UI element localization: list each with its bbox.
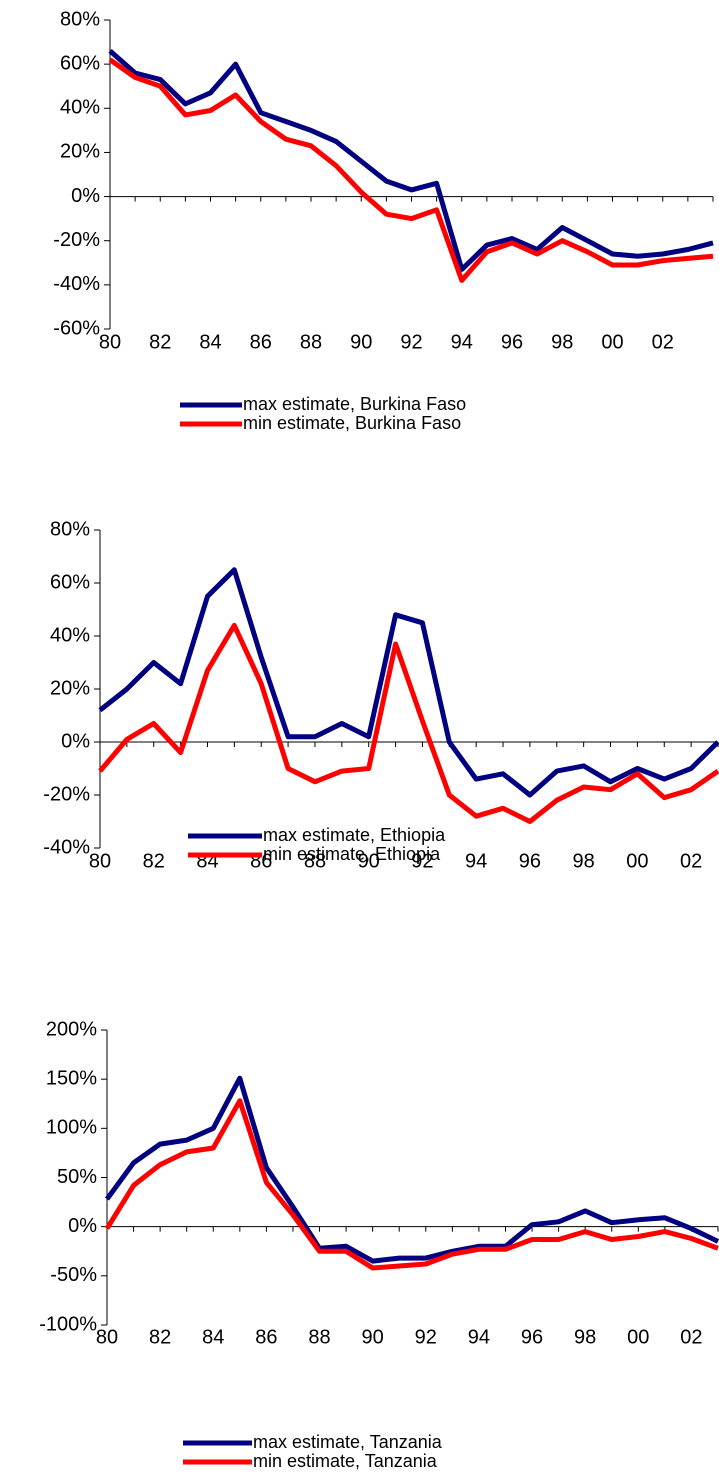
series-line	[98, 622, 719, 824]
x-tick-label: 82	[143, 850, 165, 872]
y-tick-label: -40%	[43, 836, 90, 858]
x-tick-label: 88	[304, 850, 326, 872]
y-tick-label: 0%	[61, 730, 90, 752]
legend-entry: min estimate, Burkina Faso	[180, 413, 461, 433]
y-tick-label: 40%	[50, 624, 90, 646]
x-tick-label: 80	[99, 331, 121, 353]
legend-entry: max estimate, Ethiopia	[188, 825, 446, 845]
x-tick-label: 96	[521, 1326, 543, 1348]
y-tick-label: 150%	[46, 1067, 97, 1089]
legend-entry: max estimate, Burkina Faso	[180, 394, 466, 414]
x-tick-label: 02	[680, 850, 702, 872]
y-tick-label: 60%	[50, 571, 90, 593]
x-tick-label: 02	[652, 331, 674, 353]
y-tick-label: 100%	[46, 1117, 97, 1139]
y-tick-label: -20%	[53, 229, 100, 251]
y-tick-label: -40%	[53, 273, 100, 295]
x-tick-label: 98	[574, 1326, 596, 1348]
x-tick-label: 80	[89, 850, 111, 872]
x-tick-label: 00	[627, 1326, 649, 1348]
y-tick-label: 200%	[46, 1018, 97, 1040]
x-tick-label: 88	[300, 331, 322, 353]
x-tick-label: 82	[149, 1326, 171, 1348]
legend-entry: min estimate, Ethiopia	[188, 844, 441, 864]
series-line	[104, 1075, 719, 1264]
y-tick-label: 20%	[50, 677, 90, 699]
y-tick-label: -20%	[43, 783, 90, 805]
series-line	[98, 567, 719, 798]
y-tick-label: -100%	[39, 1313, 97, 1335]
legend-label: max estimate, Ethiopia	[263, 825, 446, 845]
x-tick-label: 98	[551, 331, 573, 353]
y-tick-label: 50%	[57, 1166, 97, 1188]
series-line	[108, 57, 714, 283]
y-tick-label: 0%	[68, 1215, 97, 1237]
x-tick-label: 94	[468, 1326, 490, 1348]
x-tick-label: 84	[199, 331, 221, 353]
x-tick-label: 94	[451, 331, 473, 353]
legend-entry: min estimate, Tanzania	[183, 1451, 438, 1471]
x-tick-label: 92	[411, 850, 433, 872]
legend-label: min estimate, Tanzania	[253, 1451, 438, 1471]
x-tick-label: 90	[350, 331, 372, 353]
chart: -100% -50% 0% 50% 100% 150% 200% 80 82 84 86 88 90 92…	[39, 1018, 719, 1471]
series-line	[108, 49, 714, 272]
legend-label: min estimate, Burkina Faso	[243, 413, 461, 433]
x-tick-label: 90	[362, 1326, 384, 1348]
x-tick-label: 96	[519, 850, 541, 872]
x-tick-label: 88	[308, 1326, 330, 1348]
y-tick-label: 80%	[60, 8, 100, 30]
x-tick-label: 00	[626, 850, 648, 872]
y-tick-label: 80%	[50, 518, 90, 540]
x-tick-label: 94	[465, 850, 487, 872]
legend-entry: max estimate, Tanzania	[183, 1432, 443, 1452]
x-tick-label: 86	[250, 331, 272, 353]
y-tick-label: 60%	[60, 52, 100, 74]
x-tick-label: 86	[255, 1326, 277, 1348]
legend-label: max estimate, Tanzania	[253, 1432, 443, 1452]
x-tick-label: 92	[415, 1326, 437, 1348]
x-tick-label: 98	[573, 850, 595, 872]
x-tick-label: 00	[601, 331, 623, 353]
y-tick-label: 0%	[71, 185, 100, 207]
x-tick-label: 96	[501, 331, 523, 353]
y-tick-label: 40%	[60, 97, 100, 119]
y-tick-label: -50%	[50, 1264, 97, 1286]
series-line	[104, 1098, 719, 1271]
chart: -40%-20%0%20%40%60%80%80 82 84 86 88 90 92 94 96…	[43, 518, 719, 872]
x-tick-label: 90	[358, 850, 380, 872]
y-tick-label: -60%	[53, 317, 100, 339]
x-tick-label: 02	[680, 1326, 702, 1348]
x-tick-label: 80	[96, 1326, 118, 1348]
chart: -60% -40% -20% 0% 20% 40% 60% 80% 80 82 84 86 88 90 92…	[53, 8, 714, 433]
y-tick-label: 20%	[60, 141, 100, 163]
x-tick-label: 82	[149, 331, 171, 353]
x-tick-label: 92	[400, 331, 422, 353]
legend-label: max estimate, Burkina Faso	[243, 394, 466, 414]
x-tick-label: 84	[202, 1326, 224, 1348]
legend-label: min estimate, Ethiopia	[263, 844, 441, 864]
